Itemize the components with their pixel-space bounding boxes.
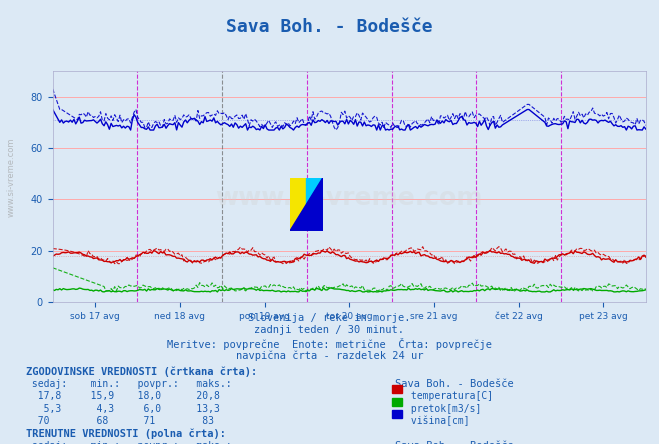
Bar [306, 178, 323, 231]
Text: temperatura[C]: temperatura[C] [405, 391, 494, 401]
Text: navpična črta - razdelek 24 ur: navpična črta - razdelek 24 ur [236, 350, 423, 361]
Bar [290, 178, 306, 231]
Text: TRENUTNE VREDNOSTI (polna črta):: TRENUTNE VREDNOSTI (polna črta): [26, 428, 226, 439]
Text: višina[cm]: višina[cm] [405, 416, 470, 426]
Text: www.si-vreme.com: www.si-vreme.com [215, 186, 483, 210]
Text: Meritve: povprečne  Enote: metrične  Črta: povprečje: Meritve: povprečne Enote: metrične Črta:… [167, 338, 492, 350]
Text: Sava Boh. - Bodešče: Sava Boh. - Bodešče [395, 379, 514, 389]
Text: zadnji teden / 30 minut.: zadnji teden / 30 minut. [254, 325, 405, 336]
Text: ZGODOVINSKE VREDNOSTI (črtkana črta):: ZGODOVINSKE VREDNOSTI (črtkana črta): [26, 366, 258, 377]
Text: pretok[m3/s]: pretok[m3/s] [405, 404, 482, 414]
Text: 70        68      71        83: 70 68 71 83 [26, 416, 214, 426]
Polygon shape [290, 178, 323, 231]
Text: 5,3      4,3     6,0      13,3: 5,3 4,3 6,0 13,3 [26, 404, 220, 414]
Text: sedaj:    min.:   povpr.:   maks.:: sedaj: min.: povpr.: maks.: [26, 441, 232, 444]
Text: Sava Boh. - Bodešče: Sava Boh. - Bodešče [395, 441, 514, 444]
Text: sedaj:    min.:   povpr.:   maks.:: sedaj: min.: povpr.: maks.: [26, 379, 232, 389]
Text: 17,8     15,9    18,0      20,8: 17,8 15,9 18,0 20,8 [26, 391, 220, 401]
Text: Sava Boh. - Bodešče: Sava Boh. - Bodešče [226, 18, 433, 36]
Text: www.si-vreme.com: www.si-vreme.com [7, 138, 16, 218]
Text: Slovenija / reke in morje.: Slovenija / reke in morje. [248, 313, 411, 323]
